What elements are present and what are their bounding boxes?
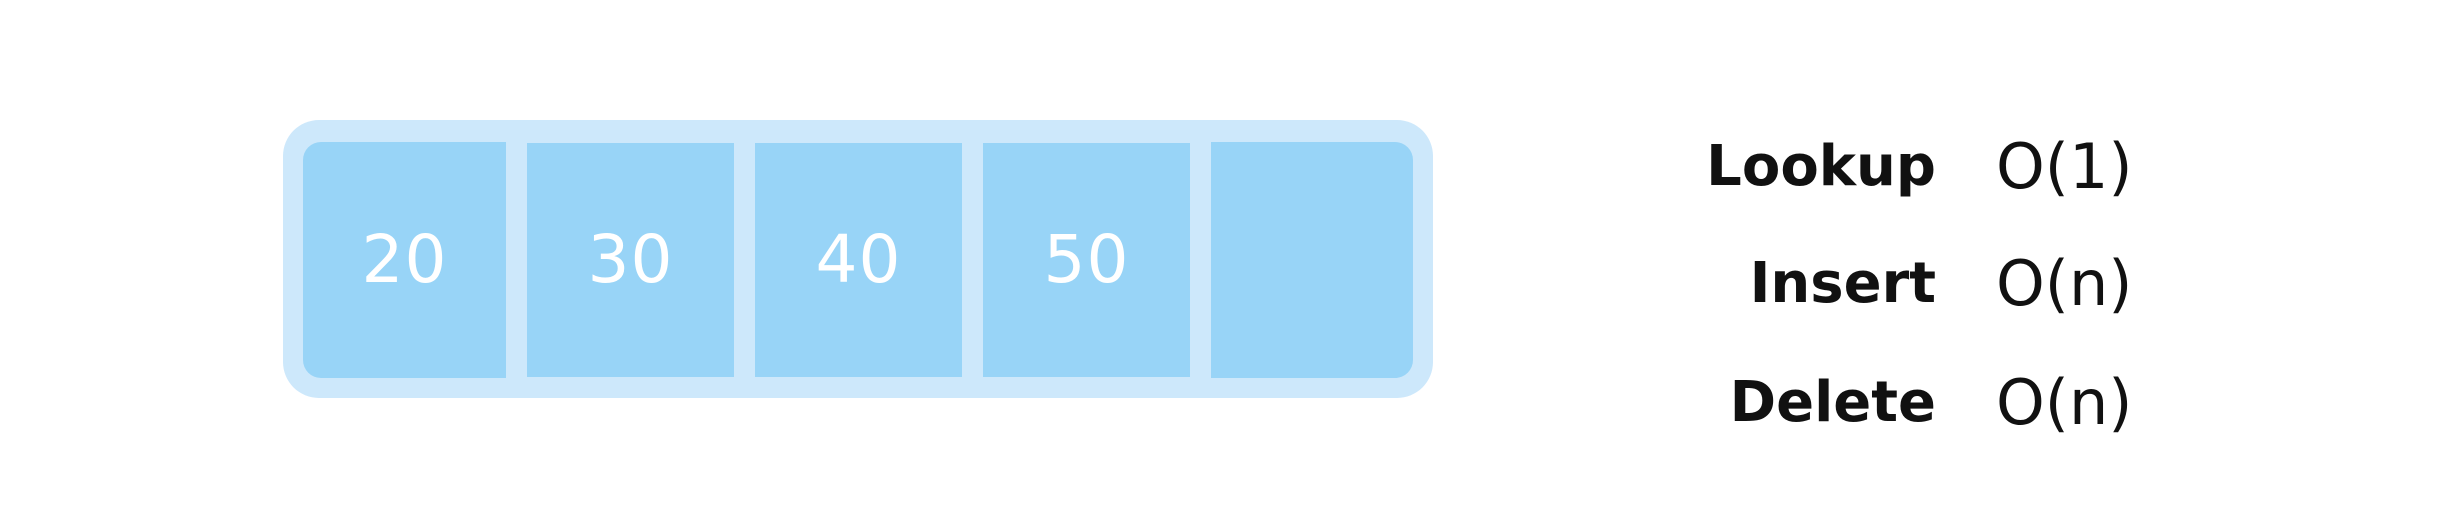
array-cell-empty xyxy=(1211,142,1413,378)
complexity-row-delete: Delete O(n) xyxy=(1660,363,2180,443)
complexity-row-insert: Insert O(n) xyxy=(1660,244,2180,324)
array-cell: 20 xyxy=(303,142,506,378)
array-cell-value: 50 xyxy=(1043,221,1130,298)
array-cell-value: 30 xyxy=(587,221,674,298)
complexity-value: O(n) xyxy=(1996,247,2133,320)
array-cell-value: 20 xyxy=(361,221,448,298)
array-cell: 30 xyxy=(527,143,734,377)
array-cell: 40 xyxy=(755,143,962,377)
complexity-row-lookup: Lookup O(1) xyxy=(1660,127,2180,207)
operation-label: Delete xyxy=(1729,370,1936,435)
array-cell: 50 xyxy=(983,143,1190,377)
array-diagram: 20 30 40 50 xyxy=(283,120,1433,398)
operation-label: Lookup xyxy=(1706,134,1936,199)
operation-label: Insert xyxy=(1749,251,1936,316)
complexity-value: O(n) xyxy=(1996,366,2133,439)
array-cell-value: 40 xyxy=(815,221,902,298)
complexity-value: O(1) xyxy=(1996,130,2133,203)
